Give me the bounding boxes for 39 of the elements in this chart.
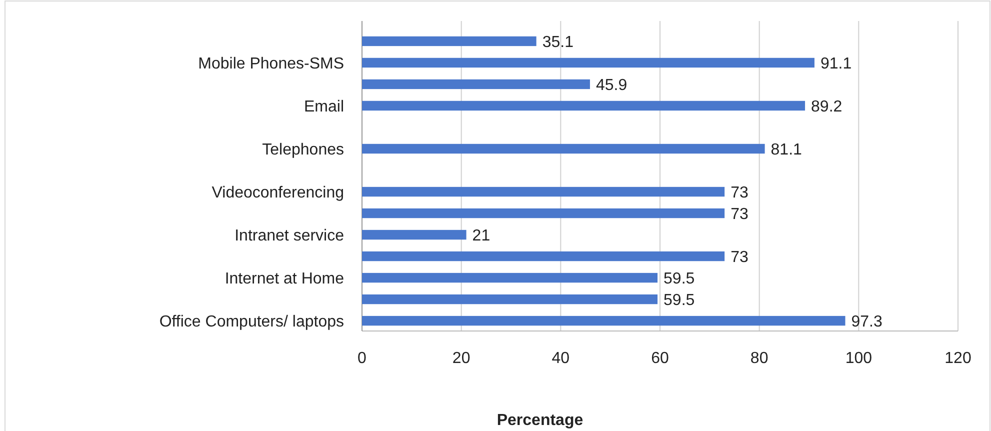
- bar: [362, 79, 590, 90]
- data-label: 73: [730, 206, 748, 223]
- data-label: 73: [730, 184, 748, 202]
- bar: [362, 230, 466, 240]
- y-tick-label: Mobile Phones-SMS: [198, 55, 344, 72]
- x-tick-label: 0: [358, 350, 367, 367]
- x-tick-label: 100: [845, 350, 872, 367]
- y-tick-label: Videoconferencing: [212, 184, 344, 202]
- data-label: 59.5: [664, 292, 695, 309]
- data-label: 97.3: [851, 313, 882, 330]
- x-axis-title: Percentage: [496, 412, 584, 429]
- y-tick-label: Email: [304, 98, 344, 116]
- y-tick-label: Internet at Home: [224, 270, 344, 288]
- data-label: 91.1: [820, 55, 852, 72]
- bar: [362, 144, 765, 154]
- data-label: 21: [472, 227, 490, 244]
- x-tick-label: 60: [651, 350, 669, 367]
- bar: [362, 36, 536, 46]
- bar: [362, 100, 806, 111]
- bar: [362, 251, 725, 262]
- bar: [362, 316, 846, 326]
- bar: [362, 294, 658, 304]
- y-tick-label: Office Computers/ laptops: [159, 313, 344, 330]
- bar: [362, 208, 725, 218]
- bar: [362, 186, 725, 197]
- data-label: 81.1: [770, 141, 802, 158]
- data-label: 73: [730, 248, 748, 266]
- x-tick-label: 20: [452, 350, 470, 367]
- data-label: 59.5: [664, 270, 695, 288]
- bar: [362, 58, 814, 68]
- y-tick-label: Intranet service: [234, 227, 344, 244]
- data-label: 35.1: [542, 34, 574, 51]
- x-tick-label: 120: [944, 350, 972, 367]
- data-label: 89.2: [811, 98, 842, 116]
- x-tick-label: 80: [750, 350, 768, 367]
- y-tick-label: Telephones: [262, 141, 344, 158]
- x-tick-label: 40: [552, 350, 570, 367]
- data-label: 45.9: [596, 76, 628, 94]
- bar: [362, 272, 658, 283]
